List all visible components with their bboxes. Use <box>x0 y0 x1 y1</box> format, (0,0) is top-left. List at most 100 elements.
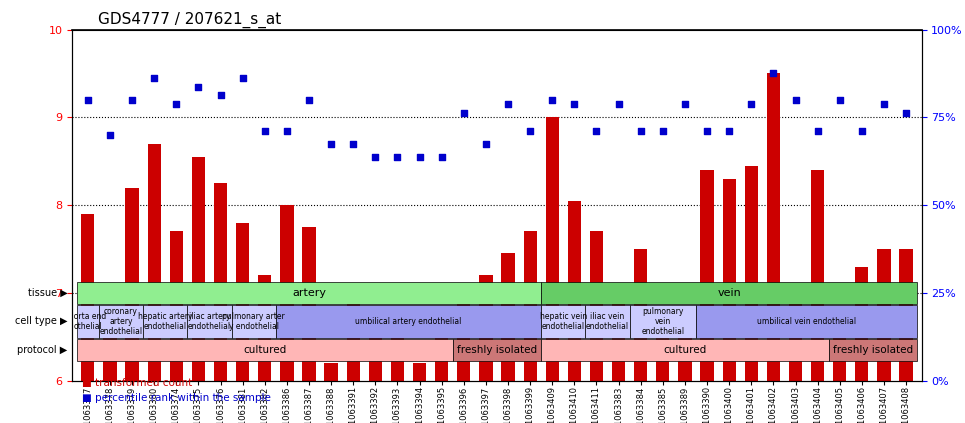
Bar <box>502 253 514 381</box>
Point <box>744 101 759 107</box>
Bar <box>391 324 404 381</box>
Bar <box>877 249 891 381</box>
Point <box>655 127 671 134</box>
Point <box>700 127 715 134</box>
Bar <box>723 179 735 381</box>
Bar <box>590 231 603 381</box>
FancyBboxPatch shape <box>98 305 143 338</box>
Bar <box>811 170 824 381</box>
Bar <box>125 188 139 381</box>
FancyBboxPatch shape <box>453 339 541 361</box>
Point <box>589 127 604 134</box>
Bar <box>457 293 470 381</box>
Bar <box>324 363 338 381</box>
Bar <box>214 183 227 381</box>
Text: GDS4777 / 207621_s_at: GDS4777 / 207621_s_at <box>97 12 281 28</box>
Bar <box>369 324 382 381</box>
Point <box>257 127 272 134</box>
FancyBboxPatch shape <box>541 282 917 304</box>
Point <box>500 101 515 107</box>
Bar <box>346 284 360 381</box>
Text: cultured: cultured <box>243 345 287 355</box>
Bar <box>833 324 846 381</box>
Point <box>279 127 294 134</box>
Text: pulmonary
vein
endothelial: pulmonary vein endothelial <box>642 307 684 336</box>
Text: pulmonary arter
y endothelial: pulmonary arter y endothelial <box>222 312 285 331</box>
Point <box>301 96 317 103</box>
Point <box>345 140 361 147</box>
Bar <box>701 170 714 381</box>
Bar <box>103 319 117 381</box>
FancyBboxPatch shape <box>696 305 917 338</box>
Bar <box>480 275 492 381</box>
Text: protocol ▶: protocol ▶ <box>17 345 68 355</box>
Bar <box>236 222 249 381</box>
FancyBboxPatch shape <box>77 339 453 361</box>
Point <box>434 154 450 160</box>
Bar <box>788 288 802 381</box>
Text: hepatic artery
endothelial: hepatic artery endothelial <box>138 312 192 331</box>
Text: vein: vein <box>717 288 741 298</box>
FancyBboxPatch shape <box>77 305 98 338</box>
Point <box>832 96 847 103</box>
Bar <box>170 231 183 381</box>
FancyBboxPatch shape <box>143 305 187 338</box>
FancyBboxPatch shape <box>187 305 232 338</box>
Bar <box>745 166 758 381</box>
Point <box>412 154 427 160</box>
Point <box>80 96 96 103</box>
FancyBboxPatch shape <box>541 305 586 338</box>
Text: iliac artery
endothelial: iliac artery endothelial <box>188 312 231 331</box>
Text: aorta end
othelial: aorta end othelial <box>69 312 106 331</box>
Point <box>810 127 825 134</box>
Bar <box>302 227 316 381</box>
Bar <box>435 324 449 381</box>
Bar <box>545 117 559 381</box>
Text: hepatic vein
endothelial: hepatic vein endothelial <box>539 312 587 331</box>
Bar <box>413 363 427 381</box>
Point <box>191 83 207 90</box>
Point <box>234 74 250 81</box>
Text: freshly isolated: freshly isolated <box>833 345 913 355</box>
FancyBboxPatch shape <box>232 305 276 338</box>
Point <box>765 70 781 77</box>
Point <box>611 101 626 107</box>
FancyBboxPatch shape <box>77 282 541 304</box>
Point <box>722 127 737 134</box>
Bar <box>567 201 581 381</box>
Bar <box>612 302 625 381</box>
Point <box>456 110 472 116</box>
Point <box>213 92 229 99</box>
Bar <box>258 275 271 381</box>
Text: ■ transformed count: ■ transformed count <box>82 378 192 388</box>
FancyBboxPatch shape <box>276 305 541 338</box>
FancyBboxPatch shape <box>541 339 829 361</box>
FancyBboxPatch shape <box>586 305 629 338</box>
Bar <box>678 306 692 381</box>
Text: artery: artery <box>292 288 326 298</box>
Point <box>522 127 538 134</box>
Text: tissue ▶: tissue ▶ <box>28 288 68 298</box>
Bar <box>148 144 161 381</box>
Bar <box>899 249 913 381</box>
Bar <box>523 231 537 381</box>
Point <box>169 101 184 107</box>
Bar <box>280 205 293 381</box>
Text: ■ percentile rank within the sample: ■ percentile rank within the sample <box>82 393 271 403</box>
Text: umbilical artery endothelial: umbilical artery endothelial <box>355 317 461 326</box>
Text: iliac vein
endothelial: iliac vein endothelial <box>586 312 629 331</box>
Point <box>390 154 405 160</box>
Point <box>898 110 914 116</box>
Text: cultured: cultured <box>663 345 706 355</box>
FancyBboxPatch shape <box>829 339 917 361</box>
Point <box>566 101 582 107</box>
Point <box>677 101 693 107</box>
Bar <box>634 249 648 381</box>
Text: coronary
artery
endothelial: coronary artery endothelial <box>99 307 143 336</box>
Point <box>147 74 162 81</box>
Point <box>323 140 339 147</box>
Point <box>633 127 648 134</box>
Text: freshly isolated: freshly isolated <box>456 345 538 355</box>
Text: umbilical vein endothelial: umbilical vein endothelial <box>757 317 856 326</box>
Point <box>544 96 560 103</box>
